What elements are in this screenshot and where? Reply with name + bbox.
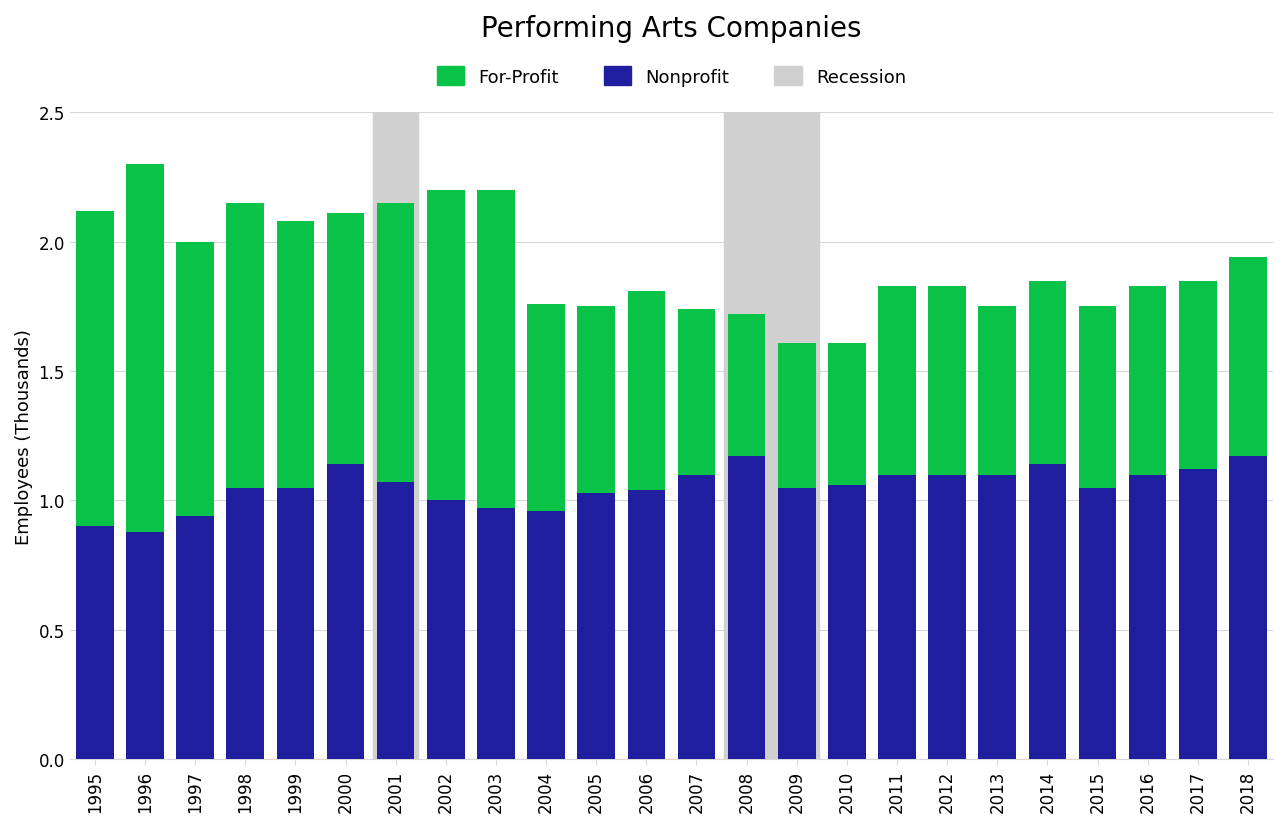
Bar	[728, 315, 765, 457]
Bar	[327, 465, 365, 759]
Bar	[176, 242, 214, 516]
Bar	[979, 307, 1016, 475]
Bar	[929, 475, 966, 759]
Bar	[477, 509, 515, 759]
Bar	[1029, 281, 1066, 465]
Bar	[277, 222, 314, 488]
Bar	[1029, 465, 1066, 759]
Bar	[828, 485, 866, 759]
Bar	[577, 493, 614, 759]
Legend: For-Profit, Nonprofit, Recession: For-Profit, Nonprofit, Recession	[437, 67, 905, 87]
Bar	[1229, 258, 1266, 457]
Bar	[1179, 281, 1217, 470]
Bar	[778, 488, 815, 759]
Bar	[1128, 286, 1167, 475]
Bar	[828, 343, 866, 485]
Bar	[126, 532, 164, 759]
Bar	[1179, 470, 1217, 759]
Bar	[176, 516, 214, 759]
Bar	[677, 309, 715, 475]
Bar	[126, 165, 164, 532]
Bar	[577, 307, 614, 493]
Bar	[277, 488, 314, 759]
Bar	[428, 501, 465, 759]
Bar	[76, 527, 113, 759]
Bar	[227, 203, 264, 488]
Bar	[1079, 488, 1117, 759]
Bar	[1079, 307, 1117, 488]
Bar	[327, 214, 365, 465]
Bar	[677, 475, 715, 759]
Bar	[477, 191, 515, 509]
Bar	[428, 191, 465, 501]
Bar	[76, 212, 113, 527]
Bar	[724, 113, 819, 759]
Bar	[878, 475, 916, 759]
Bar	[929, 286, 966, 475]
Title: Performing Arts Companies: Performing Arts Companies	[482, 15, 862, 43]
Bar	[627, 292, 665, 490]
Bar	[527, 304, 565, 511]
Bar	[1229, 457, 1266, 759]
Bar	[377, 203, 415, 483]
Bar	[627, 490, 665, 759]
Bar	[377, 483, 415, 759]
Bar	[979, 475, 1016, 759]
Y-axis label: Employees (Thousands): Employees (Thousands)	[15, 328, 33, 544]
Bar	[878, 286, 916, 475]
Bar	[374, 113, 419, 759]
Bar	[227, 488, 264, 759]
Bar	[778, 343, 815, 488]
Bar	[1128, 475, 1167, 759]
Bar	[527, 511, 565, 759]
Bar	[728, 457, 765, 759]
